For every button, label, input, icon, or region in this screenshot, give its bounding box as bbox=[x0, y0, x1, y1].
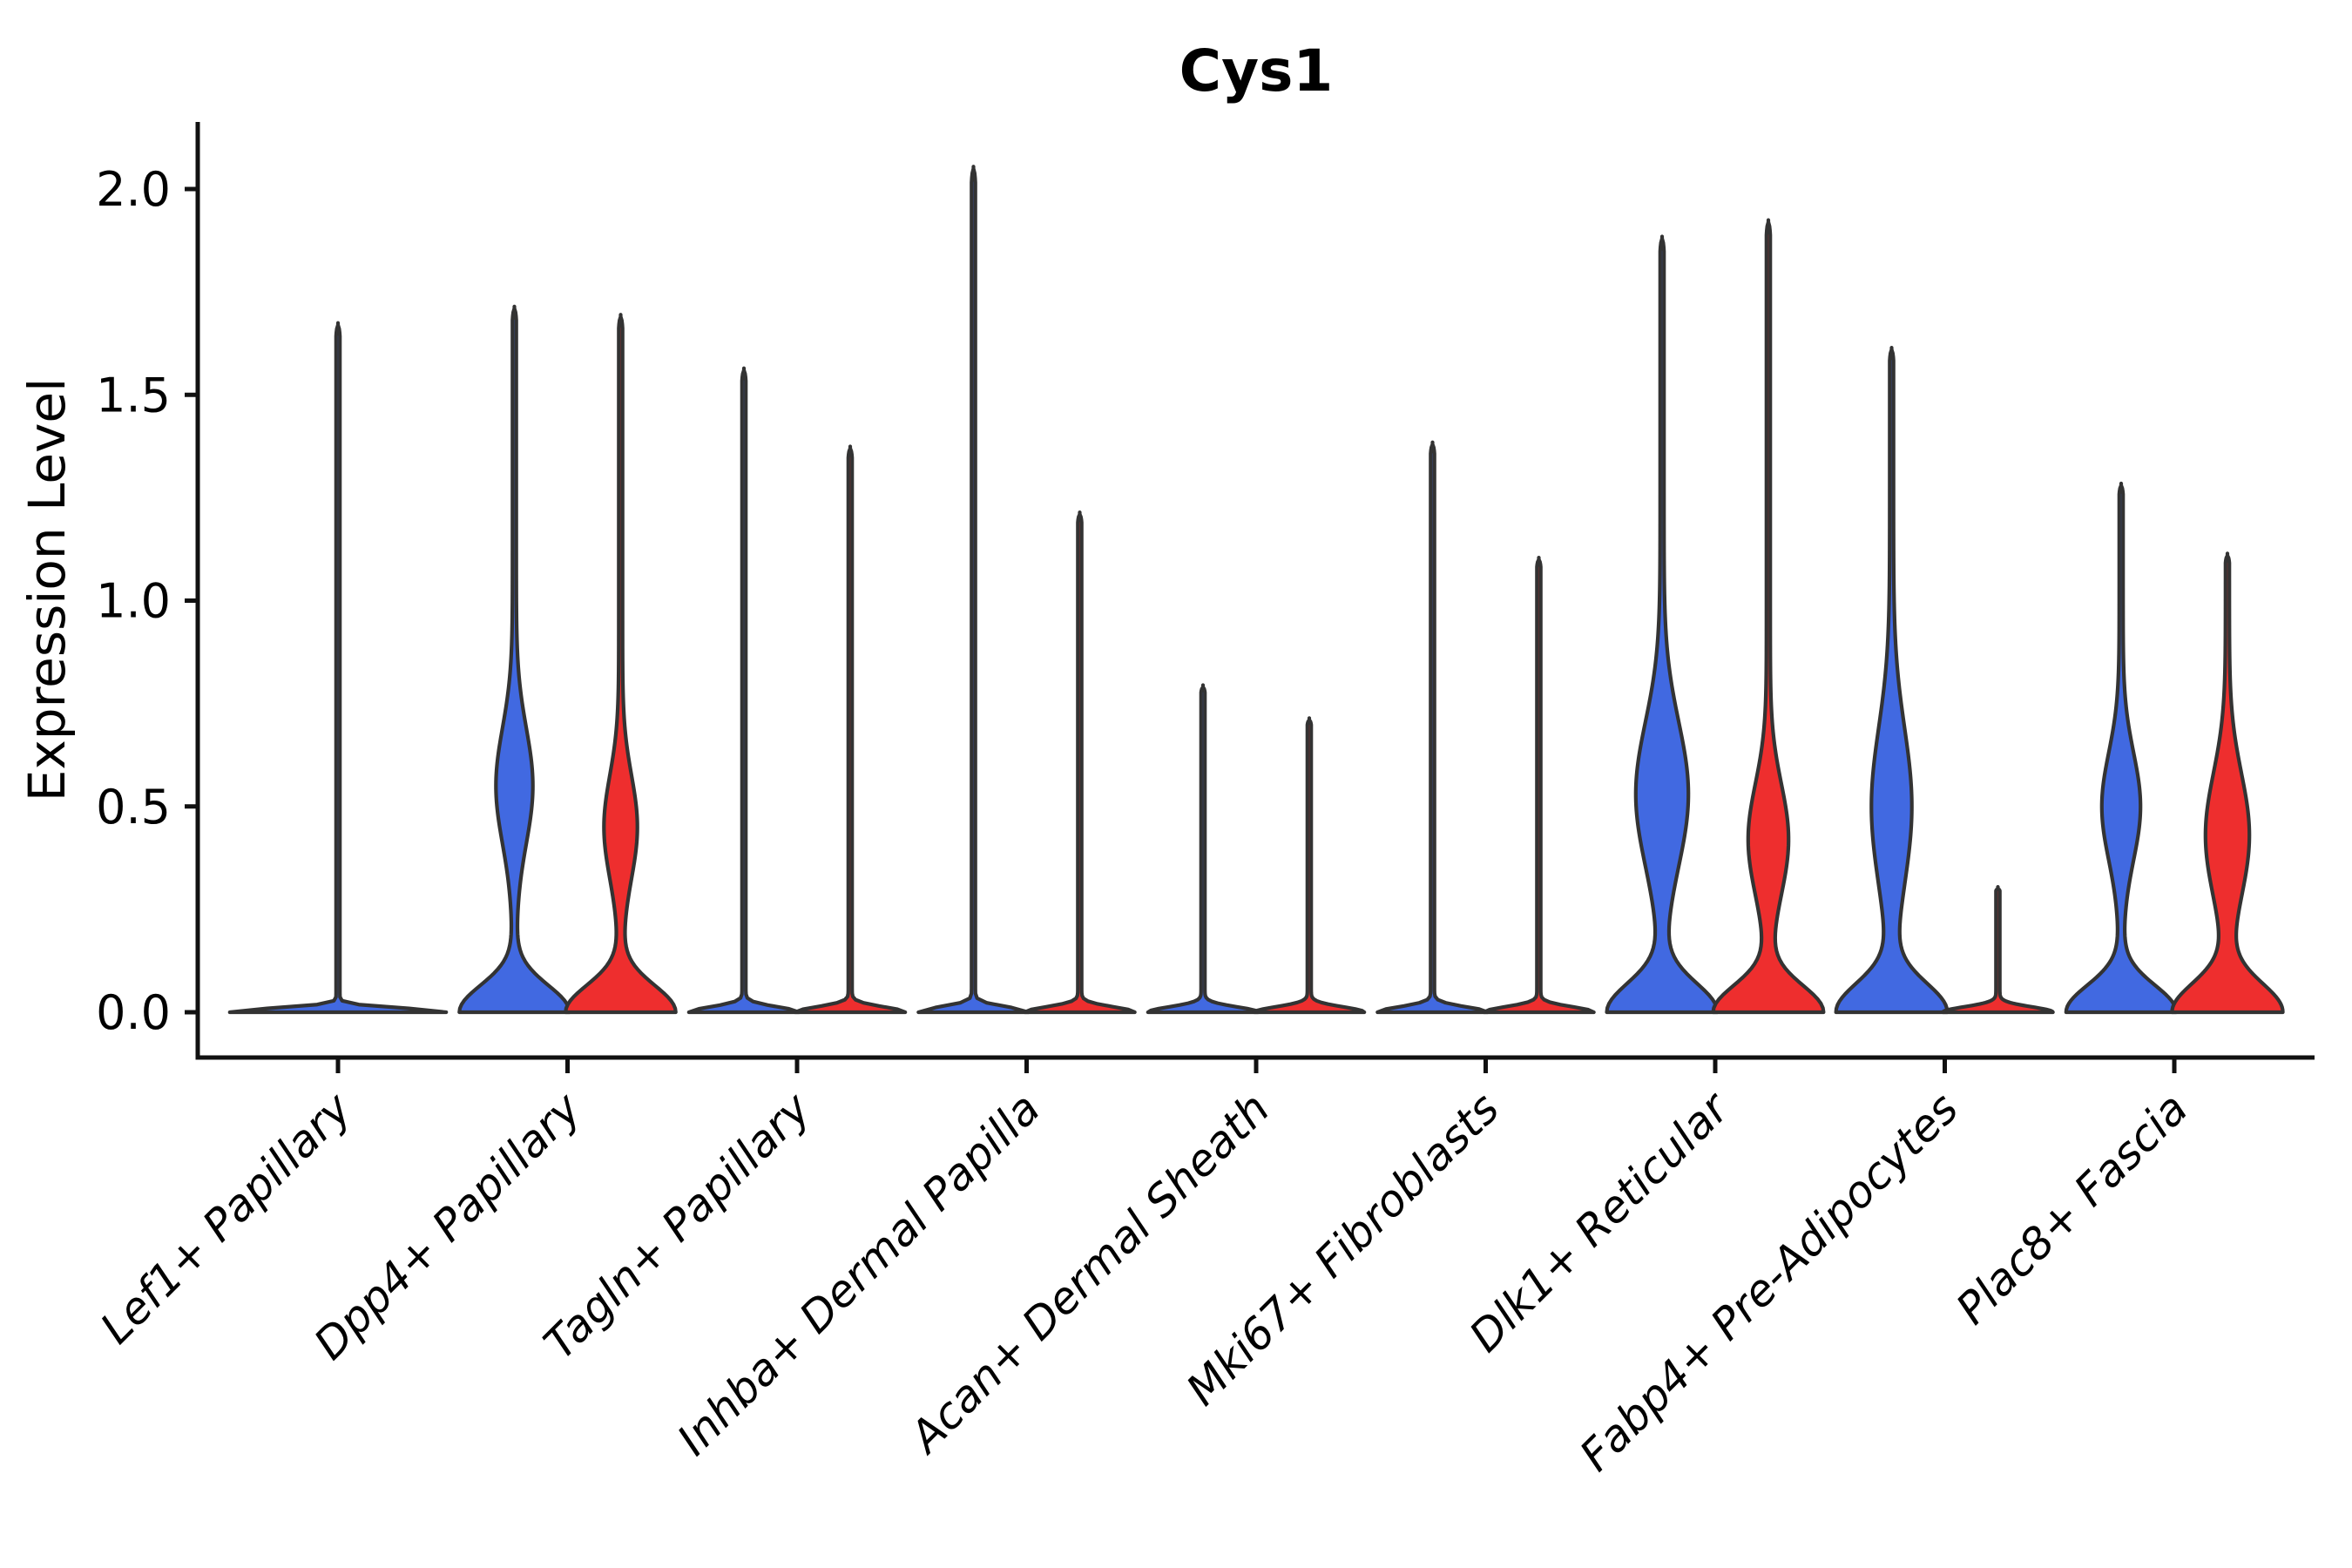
y-tick-label: 0.0 bbox=[96, 985, 171, 1040]
violin-dlk1-red bbox=[1711, 218, 1826, 1015]
violin-mki67-blue bbox=[1375, 440, 1490, 1015]
y-tick-label: 2.0 bbox=[96, 162, 171, 217]
y-axis-ticks bbox=[185, 186, 198, 1015]
x-tick-label-inhba: Inhba+ Dermal Papilla bbox=[668, 1083, 1050, 1464]
y-tick-label: 1.0 bbox=[96, 574, 171, 629]
y-tick-label: 1.5 bbox=[96, 368, 171, 422]
y-axis-tick-labels: 0.0 0.5 1.0 1.5 2.0 bbox=[96, 162, 171, 1040]
x-tick-label-fabp4: Fabp4+ Pre-Adipocytes bbox=[1570, 1083, 1968, 1481]
violin-acan-red bbox=[1252, 716, 1367, 1015]
violin-inhba-red bbox=[1023, 510, 1137, 1015]
violin-fabp4-blue bbox=[1834, 345, 1950, 1015]
y-axis-label: Expression Level bbox=[17, 378, 77, 801]
violin-mki67-red bbox=[1482, 555, 1596, 1015]
violin-plac8-red bbox=[2170, 551, 2285, 1015]
violin-tagln-red bbox=[793, 444, 908, 1015]
x-tick-label-plac8: Plac8+ Fascia bbox=[1947, 1083, 2198, 1334]
x-axis-ticks bbox=[335, 1058, 2177, 1073]
y-tick-label: 0.5 bbox=[96, 780, 171, 835]
violin-tagln-blue bbox=[686, 366, 801, 1015]
violin-lef1-single bbox=[227, 321, 449, 1015]
violin-dlk1-blue bbox=[1605, 234, 1720, 1015]
violin-fabp4-red bbox=[1941, 884, 2055, 1015]
violin-dpp4-blue bbox=[457, 304, 571, 1015]
violin-inhba-blue bbox=[916, 165, 1031, 1015]
x-tick-label-lef1: Lef1+ Papillary bbox=[91, 1082, 362, 1353]
violin-plac8-blue bbox=[2064, 481, 2179, 1015]
violin-dpp4-red bbox=[564, 313, 678, 1015]
violin-acan-blue bbox=[1146, 683, 1260, 1015]
violins-layer bbox=[227, 165, 2285, 1015]
chart-title: Cys1 bbox=[1179, 37, 1334, 105]
